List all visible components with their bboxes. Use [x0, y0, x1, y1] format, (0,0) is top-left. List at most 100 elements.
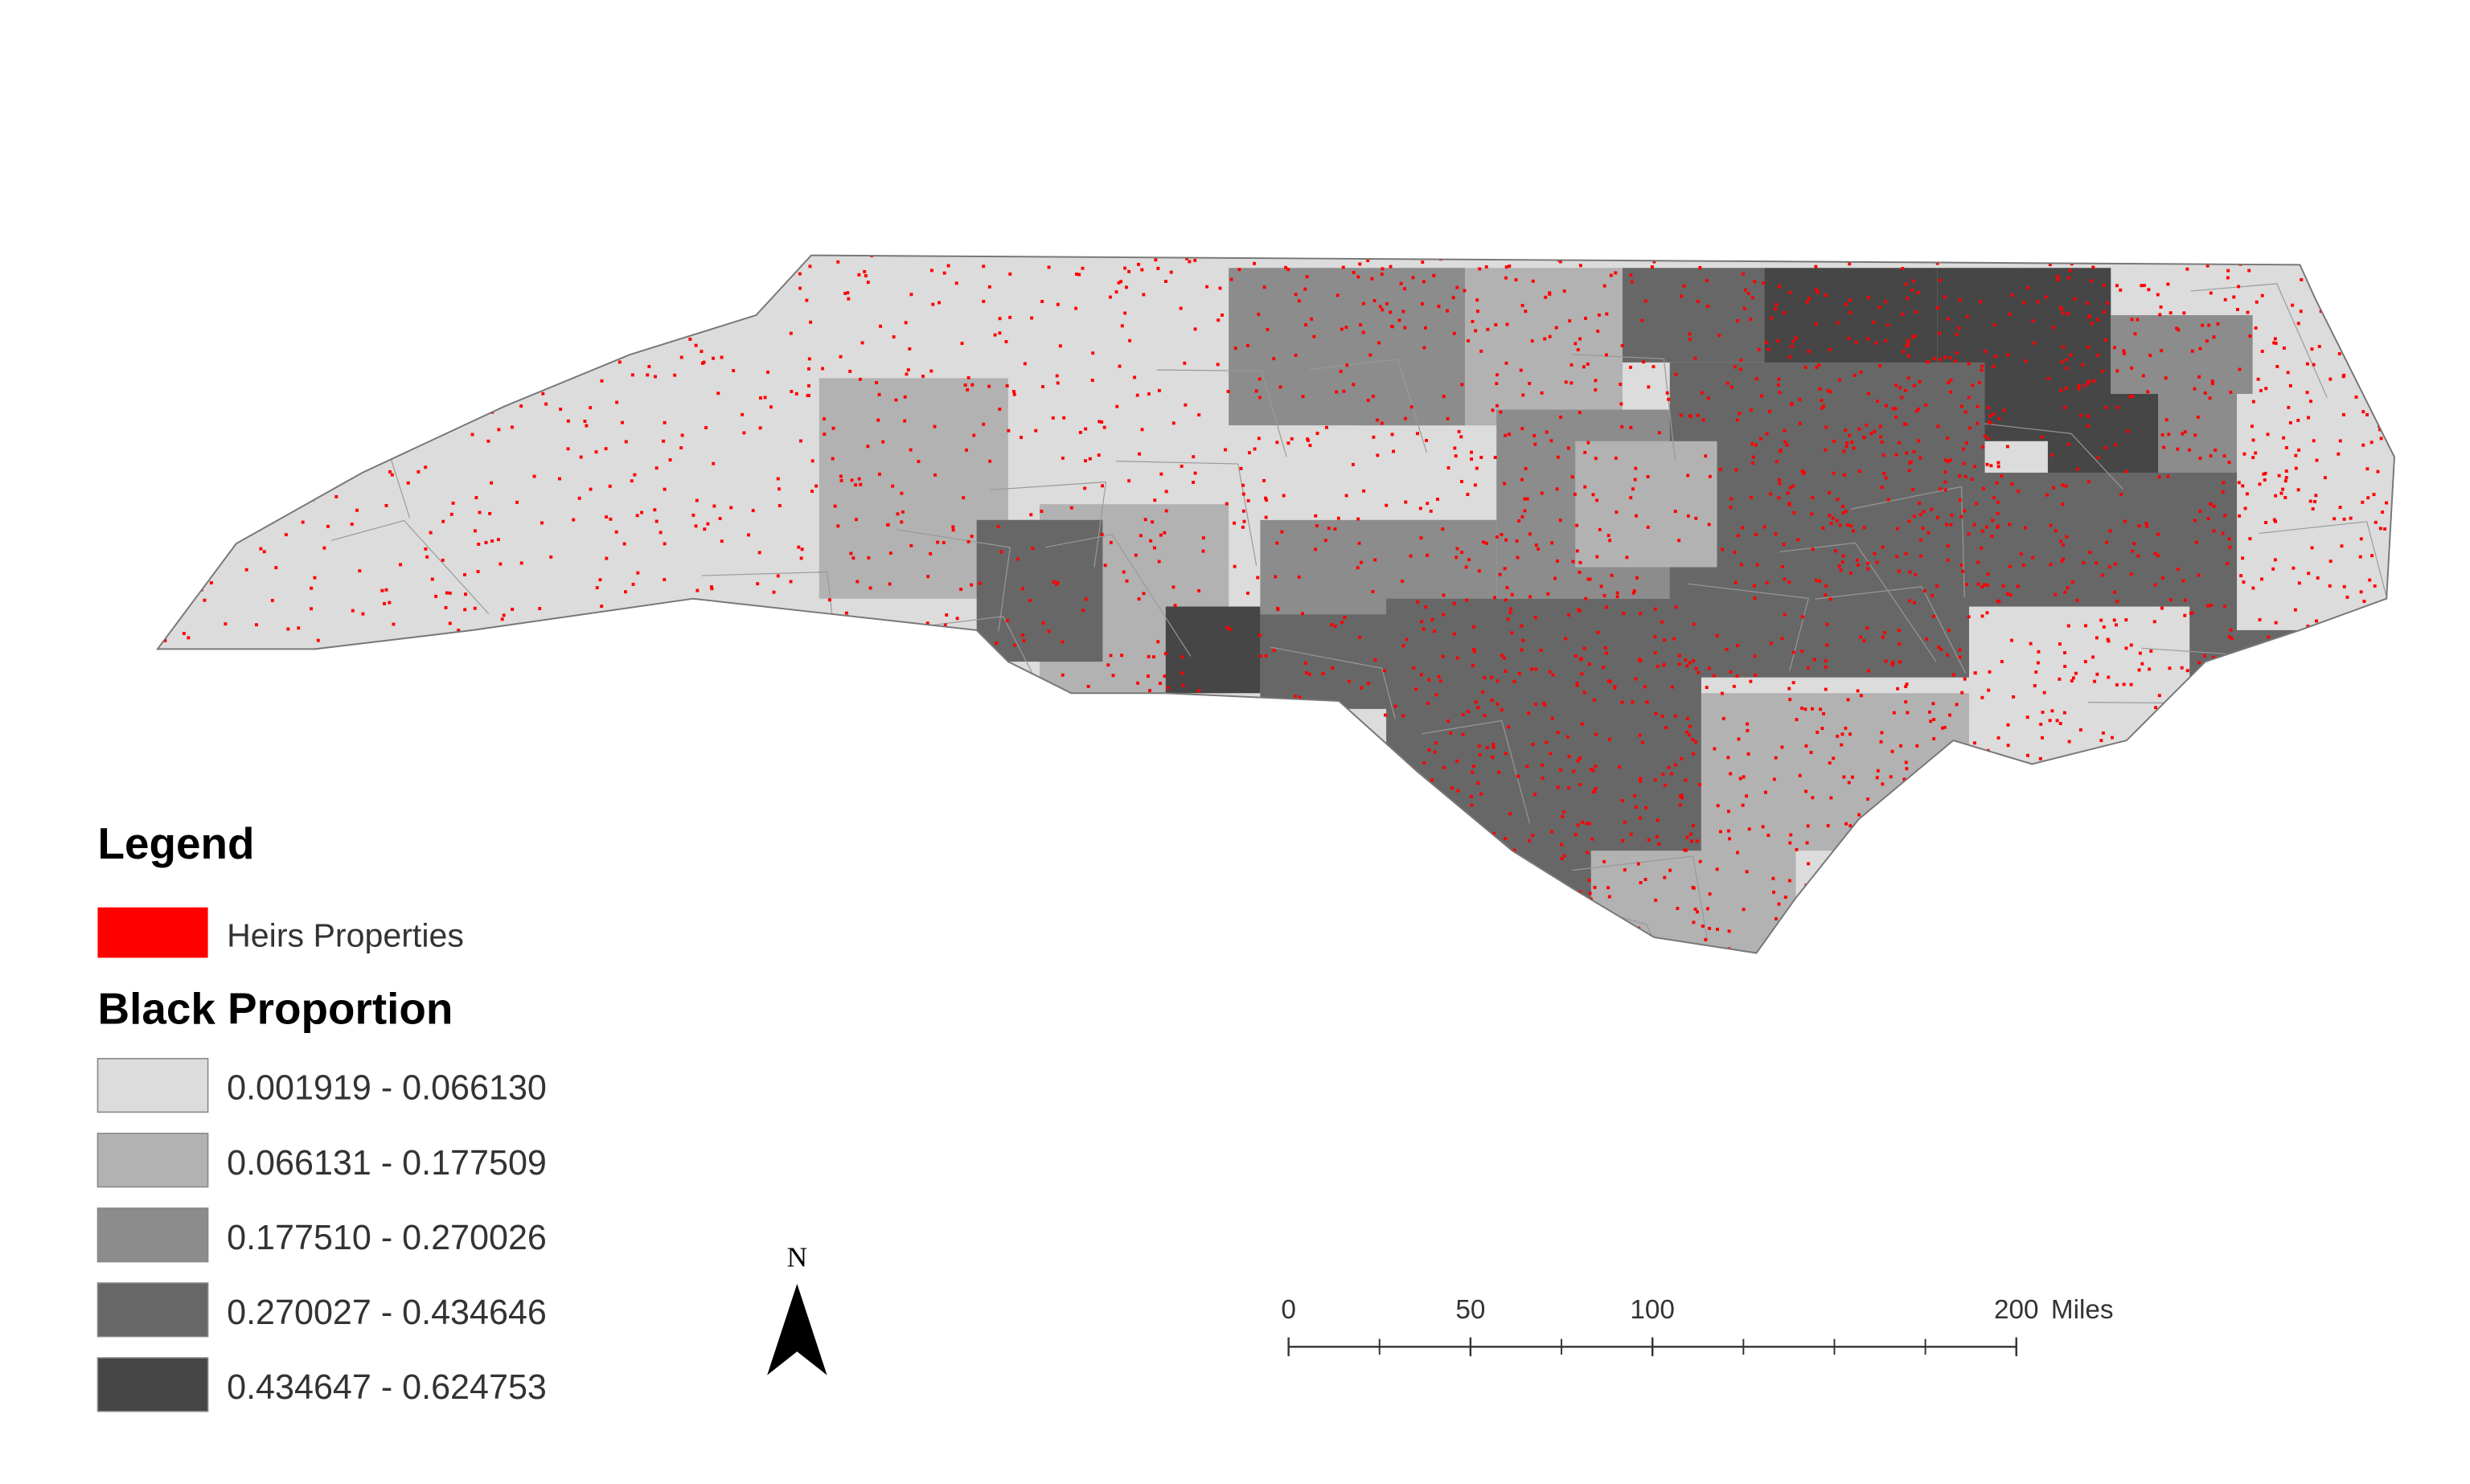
heirs-property: [295, 755, 299, 758]
heirs-property: [1504, 670, 1508, 674]
heirs-property: [700, 361, 704, 365]
heirs-property: [1352, 748, 1356, 752]
heirs-property: [1597, 313, 1601, 317]
heirs-property: [1077, 763, 1081, 767]
heirs-property: [2048, 952, 2052, 953]
heirs-property: [1897, 629, 1901, 633]
heirs-property: [2132, 542, 2136, 546]
heirs-property: [2138, 651, 2142, 655]
heirs-property: [982, 299, 986, 303]
heirs-property: [624, 590, 627, 594]
heirs-property: [1859, 370, 1863, 374]
heirs-property: [1736, 644, 1739, 647]
heirs-property: [2152, 957, 2156, 960]
county-border: [897, 529, 1011, 632]
heirs-property: [1383, 669, 1386, 673]
heirs-property: [399, 563, 403, 567]
heirs-property: [1634, 677, 1638, 681]
heirs-property: [1097, 453, 1101, 457]
county-border: [1984, 423, 2123, 490]
heirs-property: [1463, 289, 1467, 293]
county-border: [274, 797, 401, 863]
heirs-property: [2370, 554, 2374, 558]
heirs-property: [1959, 404, 1963, 408]
heirs-property: [1593, 885, 1597, 889]
heirs-property: [1159, 682, 1163, 685]
heirs-property: [1315, 432, 1319, 436]
heirs-property: [1194, 770, 1197, 774]
heirs-property: [1979, 300, 1983, 304]
heirs-property: [1990, 535, 1994, 538]
heirs-property: [1156, 640, 1160, 644]
heirs-property: [1807, 862, 1811, 866]
heirs-property: [196, 404, 200, 408]
heirs-property: [2024, 526, 2027, 530]
heirs-property: [1918, 853, 1921, 857]
heirs-property: [2143, 813, 2147, 817]
heirs-property: [2033, 341, 2037, 345]
heirs-property: [1576, 929, 1580, 933]
heirs-property: [1869, 432, 1873, 436]
heirs-property: [1960, 691, 1964, 695]
heirs-property: [2156, 554, 2160, 558]
heirs-property: [1247, 451, 1251, 455]
heirs-property: [1290, 437, 1294, 441]
heirs-property: [1352, 719, 1356, 724]
heirs-property: [205, 743, 209, 747]
heirs-property: [1470, 450, 1473, 454]
heirs-property: [1031, 910, 1035, 914]
heirs-property: [2078, 869, 2082, 873]
heirs-property: [184, 448, 188, 451]
heirs-property: [700, 350, 704, 354]
heirs-property: [1284, 265, 1288, 269]
heirs-property: [1270, 945, 1274, 949]
heirs-property: [1078, 430, 1082, 434]
heirs-property: [378, 809, 382, 813]
heirs-property: [797, 258, 801, 262]
heirs-property: [2222, 692, 2226, 696]
heirs-property: [1629, 425, 1633, 429]
heirs-property: [2147, 288, 2151, 292]
heirs-property: [1898, 386, 1902, 390]
heirs-property: [2287, 405, 2291, 409]
heirs-property: [735, 653, 739, 656]
heirs-property: [1147, 929, 1151, 933]
heirs-property: [2206, 517, 2210, 521]
heirs-property: [1629, 365, 1632, 369]
heirs-property: [1314, 547, 1318, 551]
heirs-property: [1926, 869, 1930, 873]
heirs-property: [2060, 307, 2064, 311]
heirs-property: [763, 396, 767, 400]
heirs-property: [1389, 875, 1393, 879]
heirs-property: [703, 527, 707, 531]
heirs-property: [2248, 827, 2252, 830]
heirs-property: [160, 473, 164, 477]
heirs-property: [1361, 330, 1365, 334]
heirs-property: [1879, 435, 1883, 439]
heirs-property: [1553, 576, 1557, 580]
heirs-property: [2101, 369, 2105, 373]
heirs-property: [2328, 584, 2332, 588]
heirs-property: [1312, 334, 1316, 338]
heirs-property: [464, 592, 467, 596]
heirs-property: [2372, 493, 2376, 497]
heirs-property: [758, 426, 762, 430]
heirs-property: [1578, 337, 1582, 341]
heirs-property: [917, 798, 921, 802]
heirs-property: [1556, 455, 1560, 459]
heirs-property: [2304, 724, 2308, 728]
heirs-property: [383, 601, 386, 605]
heirs-property: [1774, 916, 1778, 920]
heirs-property: [1852, 446, 1856, 450]
heirs-property: [2219, 910, 2223, 913]
heirs-property: [1429, 912, 1433, 916]
heirs-property: [2106, 255, 2110, 258]
heirs-property: [1943, 470, 1947, 474]
heirs-property: [1922, 952, 1926, 953]
heirs-property: [1653, 635, 1657, 639]
heirs-property: [1971, 817, 1976, 821]
heirs-property: [2232, 753, 2236, 756]
heirs-property: [1955, 351, 1959, 355]
heirs-property: [763, 762, 767, 766]
heirs-property: [2070, 679, 2074, 683]
